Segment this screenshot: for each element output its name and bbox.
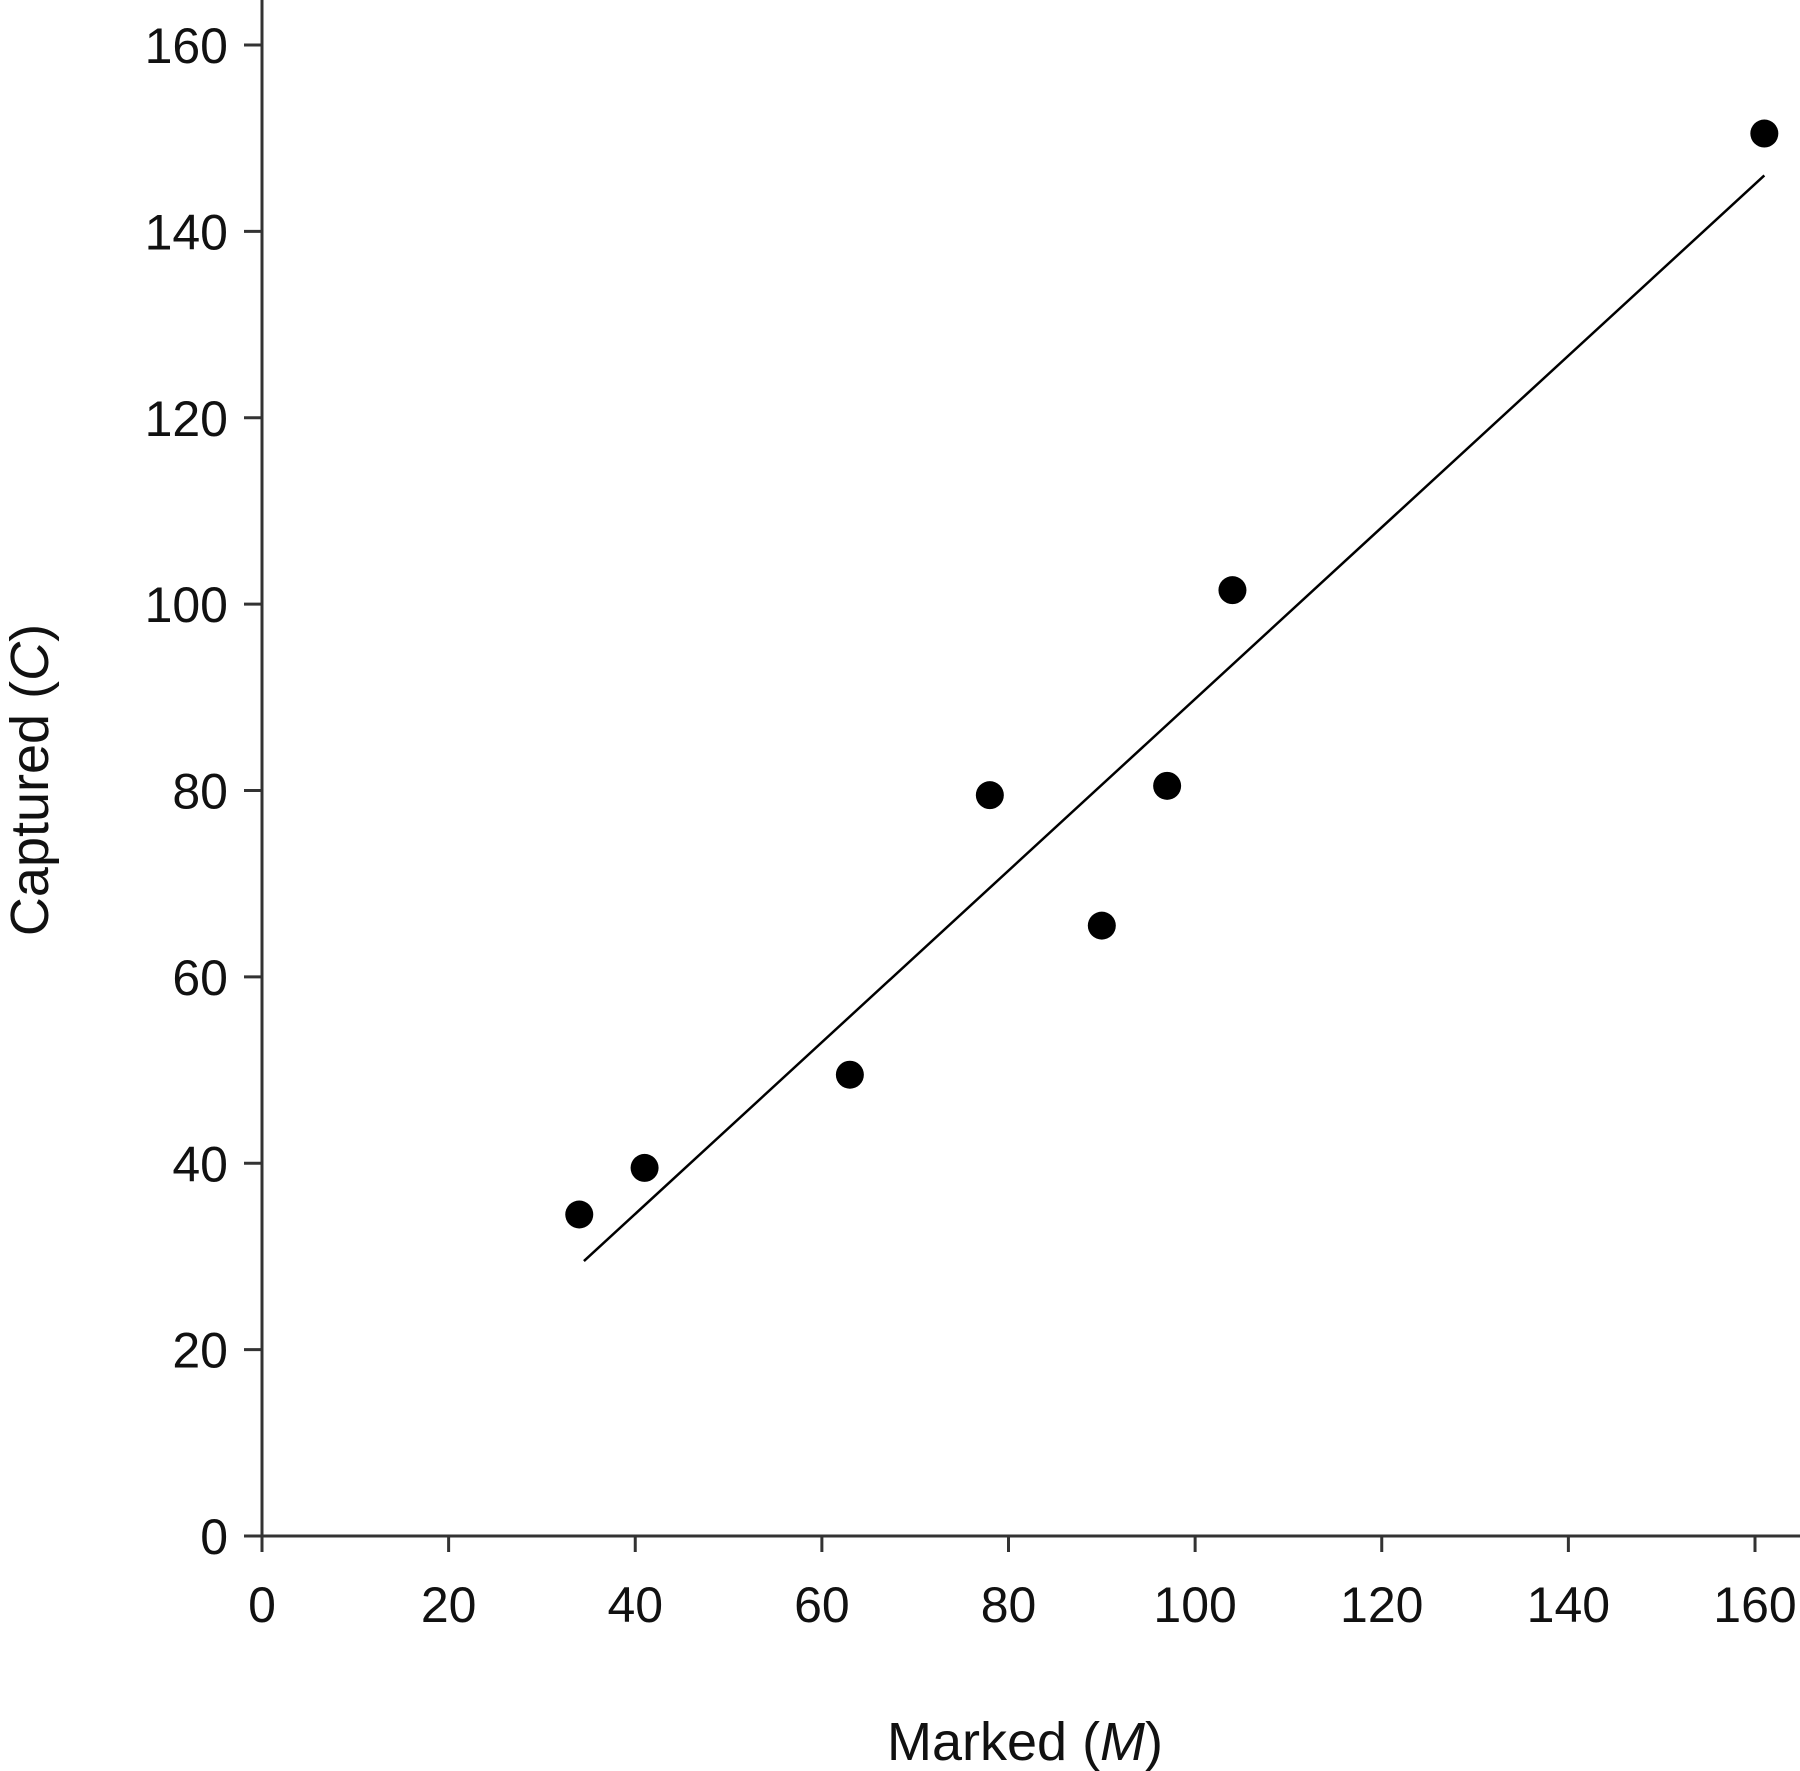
y-tick-label: 160: [145, 18, 228, 74]
trend-line: [583, 174, 1766, 1263]
x-tick-label: 40: [607, 1577, 663, 1633]
x-tick-label: 140: [1527, 1577, 1610, 1633]
x-tick-label: 0: [248, 1577, 276, 1633]
x-tick-label: 100: [1153, 1577, 1236, 1633]
trend-line-group: [583, 174, 1766, 1263]
y-tick-label: 120: [145, 391, 228, 447]
data-points: [565, 119, 1779, 1229]
y-tick-label: 140: [145, 204, 228, 260]
x-tick-label: 80: [981, 1577, 1037, 1633]
data-point: [1087, 911, 1116, 940]
y-tick-label: 100: [145, 577, 228, 633]
data-point: [565, 1200, 594, 1229]
x-tick-label: 20: [421, 1577, 477, 1633]
y-tick-label: 40: [172, 1136, 228, 1192]
y-tick-label: 80: [172, 764, 228, 820]
y-axis-ticks: 0 20 40 60 80 100 120 140 160: [145, 18, 262, 1565]
x-axis-title: Marked (M): [887, 1712, 1163, 1771]
x-axis-ticks: 0 20 40 60 80 100 120 140 160: [248, 1536, 1797, 1633]
x-tick-label: 120: [1340, 1577, 1423, 1633]
axes: [260, 0, 1800, 1538]
y-tick-label: 0: [200, 1509, 228, 1565]
data-point: [1153, 771, 1182, 800]
x-tick-label: 160: [1713, 1577, 1796, 1633]
y-tick-label: 60: [172, 950, 228, 1006]
data-point: [835, 1060, 864, 1089]
data-point: [975, 781, 1004, 810]
x-tick-label: 60: [794, 1577, 850, 1633]
data-point: [1750, 119, 1779, 148]
data-point: [630, 1153, 659, 1182]
y-tick-label: 20: [172, 1323, 228, 1379]
y-axis-title: Captured (C): [0, 624, 60, 936]
data-point: [1218, 576, 1247, 605]
